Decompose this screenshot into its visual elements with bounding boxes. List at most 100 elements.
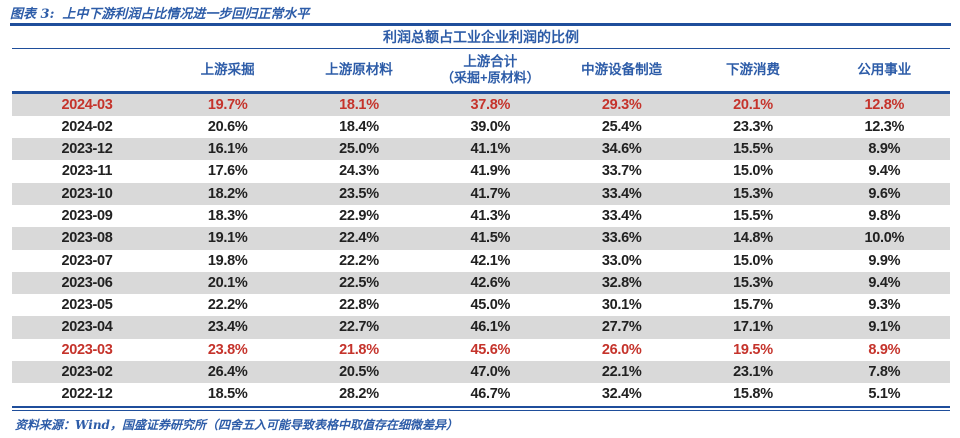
value-cell: 22.5% xyxy=(339,274,379,291)
table-row: 2023-11 17.6% 24.3% 41.9% 33.7% 15.0% 9.4% xyxy=(12,160,950,182)
value-cell: 9.4% xyxy=(868,163,901,180)
table-row: 2023-06 20.1% 22.5% 42.6% 32.8% 15.3% 9.4% xyxy=(12,271,950,295)
value-cell: 22.4% xyxy=(339,230,379,247)
value-cell: 17.6% xyxy=(207,163,248,180)
value-cell: 42.1% xyxy=(470,252,511,269)
value-cell: 47.0% xyxy=(470,364,511,381)
profit-share-table: 利润总额占工业企业利润的比例 上游采掘 上游原材料 上游合计 （采掘+原材料） … xyxy=(12,27,950,411)
value-cell: 27.7% xyxy=(601,319,642,336)
period-cell: 2023-12 xyxy=(61,141,113,158)
value-cell: 22.1% xyxy=(601,364,642,381)
table-row: 2023-10 18.2% 23.5% 41.7% 33.4% 15.3% 9.6% xyxy=(12,182,950,205)
value-cell: 22.9% xyxy=(339,207,379,224)
table-row: 2023-09 18.3% 22.9% 41.3% 33.4% 15.5% 9.8% xyxy=(12,205,950,227)
value-cell: 34.6% xyxy=(601,141,642,158)
value-cell: 15.3% xyxy=(733,274,773,291)
value-cell: 18.5% xyxy=(207,386,248,403)
value-cell: 41.7% xyxy=(470,185,511,202)
title-separator-rule xyxy=(10,23,951,26)
value-cell: 22.2% xyxy=(339,252,379,269)
value-cell: 23.5% xyxy=(339,185,379,202)
table-body: 2024-03 19.7% 18.1% 37.8% 29.3% 20.1% 12.8% 202… xyxy=(12,93,950,406)
value-cell: 46.7% xyxy=(470,386,511,403)
table-row: 2023-04 23.4% 22.7% 46.1% 27.7% 17.1% 9.1% xyxy=(12,316,950,339)
value-cell: 23.1% xyxy=(733,364,773,381)
value-cell: 5.1% xyxy=(868,386,901,403)
value-cell: 15.8% xyxy=(733,386,773,403)
value-cell: 39.0% xyxy=(470,118,511,135)
value-cell: 20.1% xyxy=(207,274,248,291)
value-cell: 37.8% xyxy=(470,96,511,113)
value-cell: 42.6% xyxy=(470,274,511,291)
column-header-upstream-materials: 上游原材料 xyxy=(325,62,393,78)
value-cell: 9.8% xyxy=(868,207,901,224)
period-cell: 2023-07 xyxy=(61,252,113,269)
value-cell: 9.4% xyxy=(868,274,901,291)
value-cell: 19.8% xyxy=(207,252,248,269)
table-row: 2023-05 22.2% 22.8% 45.0% 30.1% 15.7% 9.3% xyxy=(12,294,950,316)
value-cell: 33.7% xyxy=(601,163,642,180)
value-cell: 33.4% xyxy=(601,185,642,202)
value-cell: 12.8% xyxy=(864,96,905,113)
bottom-thick-rule xyxy=(12,405,950,409)
value-cell: 29.3% xyxy=(601,96,642,113)
value-cell: 9.3% xyxy=(868,297,901,314)
value-cell: 18.2% xyxy=(207,185,248,202)
value-cell: 15.5% xyxy=(733,141,773,158)
value-cell: 33.0% xyxy=(601,252,642,269)
source-note: 资料来源：Wind，国盛证券研究所（四舍五入可能导致表格中取值存在细微差异） xyxy=(15,418,458,432)
column-header-midstream-equipment: 中游设备制造 xyxy=(581,62,663,78)
value-cell: 14.8% xyxy=(733,230,773,247)
value-cell: 26.4% xyxy=(207,364,248,381)
period-cell: 2023-09 xyxy=(61,207,113,224)
value-cell: 15.0% xyxy=(733,163,773,180)
column-header-utilities: 公用事业 xyxy=(857,62,912,78)
column-header-upstream-mining: 上游采掘 xyxy=(200,62,255,78)
value-cell: 15.5% xyxy=(733,207,773,224)
period-cell: 2023-08 xyxy=(61,230,113,247)
column-header-upstream-total-sublabel: （采掘+原材料） xyxy=(441,70,540,86)
value-cell: 22.2% xyxy=(207,297,248,314)
value-cell: 20.6% xyxy=(207,118,248,135)
value-cell: 19.1% xyxy=(207,230,248,247)
value-cell: 23.3% xyxy=(733,118,773,135)
value-cell: 23.8% xyxy=(207,341,248,358)
value-cell: 18.3% xyxy=(207,207,248,224)
value-cell: 16.1% xyxy=(207,141,248,158)
period-cell: 2024-02 xyxy=(61,118,113,135)
column-header-upstream-total: 上游合计 （采掘+原材料） xyxy=(425,53,556,87)
value-cell: 17.1% xyxy=(733,319,773,336)
value-cell: 41.9% xyxy=(470,163,511,180)
value-cell: 18.4% xyxy=(339,118,379,135)
table-row: 2023-12 16.1% 25.0% 41.1% 34.6% 15.5% 8.9% xyxy=(12,138,950,161)
table-subtitle: 利润总额占工业企业利润的比例 xyxy=(383,29,579,45)
value-cell: 15.7% xyxy=(733,297,773,314)
period-cell: 2023-11 xyxy=(61,163,113,180)
header-separator-rule xyxy=(12,91,950,94)
value-cell: 45.6% xyxy=(470,341,511,358)
value-cell: 25.4% xyxy=(601,118,642,135)
value-cell: 7.8% xyxy=(868,364,901,381)
value-cell: 45.0% xyxy=(470,297,511,314)
value-cell: 22.8% xyxy=(339,297,379,314)
figure-title: 图表 3: 上中下游利润占比情况进一步回归正常水平 xyxy=(10,3,309,22)
period-cell: 2023-04 xyxy=(61,319,113,336)
period-cell: 2024-03 xyxy=(61,96,113,113)
value-cell: 22.7% xyxy=(339,319,379,336)
value-cell: 24.3% xyxy=(339,163,379,180)
value-cell: 23.4% xyxy=(207,319,248,336)
table-row: 2024-03 19.7% 18.1% 37.8% 29.3% 20.1% 12.8% xyxy=(12,93,950,116)
value-cell: 10.0% xyxy=(864,230,905,247)
value-cell: 8.9% xyxy=(868,341,901,358)
value-cell: 20.5% xyxy=(339,364,379,381)
value-cell: 9.9% xyxy=(868,252,901,269)
figure-label: 图表 3: xyxy=(10,7,55,22)
period-cell: 2022-12 xyxy=(61,386,113,403)
period-cell: 2023-10 xyxy=(61,185,113,202)
figure-title-text: 上中下游利润占比情况进一步回归正常水平 xyxy=(62,7,310,22)
period-cell: 2023-03 xyxy=(61,341,113,358)
value-cell: 21.8% xyxy=(339,341,379,358)
value-cell: 46.1% xyxy=(470,319,511,336)
value-cell: 12.3% xyxy=(864,118,905,135)
table-row: 2023-07 19.8% 22.2% 42.1% 33.0% 15.0% 9.9% xyxy=(12,250,950,272)
